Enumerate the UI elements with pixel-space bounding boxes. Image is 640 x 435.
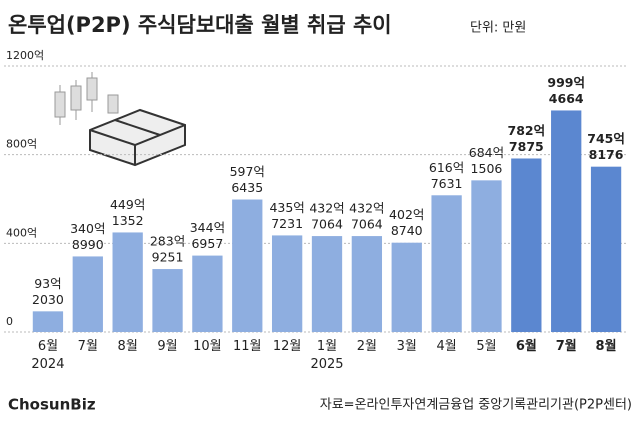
y-tick-label: 1200억: [6, 49, 44, 62]
value-label: 402억: [389, 207, 424, 222]
y-tick-label: 400억: [6, 226, 37, 239]
unit-note: 단위: 만원: [470, 21, 526, 36]
x-tick-label: 4월: [436, 339, 456, 354]
x-tick-label: 6월: [516, 338, 537, 354]
bar: [590, 166, 622, 332]
x-tick-label: 8월: [118, 339, 138, 354]
value-label: 597억: [230, 164, 265, 179]
value-label: 9251: [152, 250, 184, 265]
value-label: 449억: [110, 197, 145, 212]
x-tick-label: 5월: [476, 339, 496, 354]
value-label: 432억: [349, 201, 384, 216]
value-label: 432억: [309, 201, 344, 216]
bar: [112, 232, 143, 332]
value-label: 7064: [311, 217, 343, 232]
bar: [32, 311, 64, 332]
bar: [551, 110, 582, 332]
value-label: 745억: [587, 131, 625, 146]
bar: [192, 255, 223, 332]
x-tick-label: 1월 2025: [310, 339, 343, 372]
bar: [232, 199, 263, 332]
bar: [271, 235, 303, 332]
value-label: 283억: [150, 234, 185, 249]
value-label: 616억: [429, 160, 464, 175]
value-label: 1506: [471, 161, 503, 176]
x-tick-label: 2월: [357, 339, 377, 354]
chart-title: 온투업(P2P) 주식담보대출 월별 취급 추이: [8, 13, 392, 37]
bar: [431, 195, 462, 332]
value-label: 7631: [431, 176, 463, 191]
y-tick-label: 0: [6, 315, 13, 328]
value-label: 6435: [231, 180, 263, 195]
value-label: 8176: [589, 147, 624, 162]
value-label: 344억: [190, 220, 225, 235]
x-tick-label: 9월: [157, 339, 177, 354]
value-label: 340억: [70, 221, 105, 236]
bar: [72, 256, 103, 332]
value-label: 8990: [72, 237, 104, 252]
value-label: 435억: [269, 200, 304, 215]
decor-icon: [54, 72, 186, 167]
bar: [391, 242, 422, 332]
x-tick-label: 3월: [397, 339, 417, 354]
value-label: 2030: [32, 292, 64, 307]
x-tick-label: 12월: [273, 339, 302, 354]
x-tick-label: 7월: [556, 338, 577, 354]
value-label: 999억: [547, 75, 585, 90]
value-label: 1352: [112, 213, 144, 228]
x-tick-label: 8월: [596, 338, 617, 354]
value-label: 6957: [191, 236, 223, 251]
x-tick-label: 10월: [193, 339, 222, 354]
x-tick-label: 11월: [233, 339, 262, 354]
bar: [311, 236, 343, 332]
value-label: 7064: [351, 217, 383, 232]
source: 자료=온라인투자연계금융업 중앙기록관리기관(P2P센터): [320, 398, 632, 413]
value-label: 7231: [271, 216, 303, 231]
bar: [511, 158, 542, 332]
bar: [152, 269, 183, 332]
y-tick-label: 800억: [6, 138, 37, 151]
bar: [351, 236, 383, 332]
x-tick-label: 6월 2024: [31, 339, 64, 372]
brand: ChosunBiz: [8, 396, 96, 414]
value-label: 782억: [508, 123, 546, 138]
value-label: 684억: [469, 145, 504, 160]
x-tick-label: 7월: [78, 339, 98, 354]
bar: [471, 180, 502, 332]
value-label: 8740: [391, 223, 423, 238]
value-label: 7875: [509, 139, 544, 154]
value-label: 93억: [34, 276, 61, 291]
value-label: 4664: [549, 91, 584, 106]
